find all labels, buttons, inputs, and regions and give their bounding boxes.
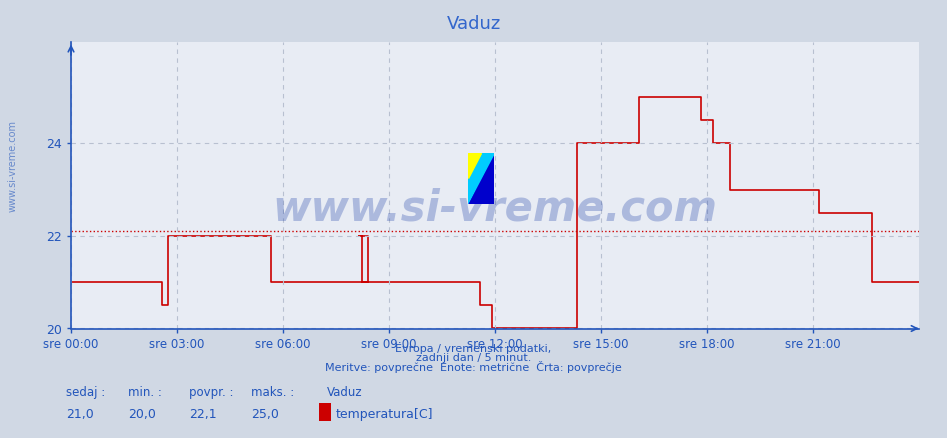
Text: 25,0: 25,0 xyxy=(251,408,278,421)
Text: temperatura[C]: temperatura[C] xyxy=(336,408,434,421)
Text: 22,1: 22,1 xyxy=(189,408,217,421)
Polygon shape xyxy=(468,153,494,204)
Polygon shape xyxy=(468,153,481,179)
Text: povpr. :: povpr. : xyxy=(189,386,234,399)
Text: maks. :: maks. : xyxy=(251,386,295,399)
Text: Evropa / vremenski podatki,: Evropa / vremenski podatki, xyxy=(396,344,551,354)
Text: min. :: min. : xyxy=(128,386,162,399)
Text: sedaj :: sedaj : xyxy=(66,386,105,399)
Text: 20,0: 20,0 xyxy=(128,408,155,421)
Text: Meritve: povprečne  Enote: metrične  Črta: povprečje: Meritve: povprečne Enote: metrične Črta:… xyxy=(325,361,622,373)
Text: www.si-vreme.com: www.si-vreme.com xyxy=(8,120,18,212)
Text: Vaduz: Vaduz xyxy=(327,386,363,399)
Text: zadnji dan / 5 minut.: zadnji dan / 5 minut. xyxy=(416,353,531,363)
Text: Vaduz: Vaduz xyxy=(446,15,501,33)
Text: 21,0: 21,0 xyxy=(66,408,94,421)
Text: www.si-vreme.com: www.si-vreme.com xyxy=(273,187,717,229)
Polygon shape xyxy=(468,153,494,204)
